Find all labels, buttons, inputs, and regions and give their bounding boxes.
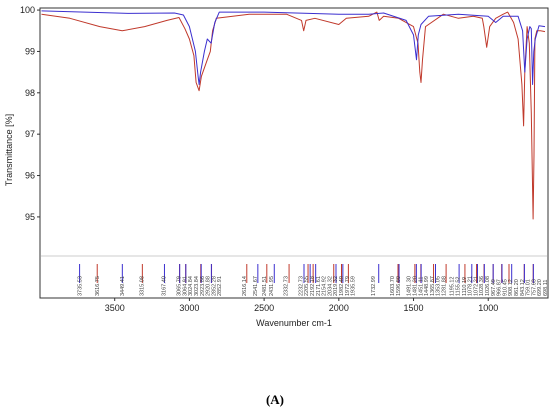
x-tick-label: 2000 (329, 303, 349, 313)
peak-label: 2019.32 (333, 276, 339, 296)
peak-label: 2481.51 (262, 276, 268, 296)
peak-label: 861.20 (514, 279, 520, 296)
y-tick-label: 96 (25, 171, 35, 181)
y-axis: 95 96 97 98 99 100 (20, 5, 40, 222)
peak-label: 908.12 (508, 279, 514, 296)
x-tick-label: 3500 (105, 303, 125, 313)
peak-label: 2205.55 (304, 276, 310, 296)
peak-label: 2232.73 (298, 276, 304, 296)
plot-area: 3735.53 3616.75 3449.41 3315.08 3167.40 3065.… (39, 7, 549, 299)
series-layer (41, 10, 546, 220)
peak-label: 1110.19 (462, 277, 468, 296)
peak-label: 2034.32 (327, 276, 333, 296)
x-tick-label: 2500 (254, 303, 274, 313)
peak-label: 1982.49 (339, 276, 345, 296)
figure-caption: (A) (265, 392, 285, 407)
peak-label: 1448.99 (424, 276, 430, 296)
y-axis-label: Transmittance [%] (4, 114, 14, 186)
peak-label: 2431.95 (269, 276, 275, 296)
peak-label: 1491.30 (407, 276, 413, 296)
peak-label: 2154.92 (322, 276, 328, 296)
peak-label: 966.87 (497, 279, 503, 296)
peak-label: 1072.21 (473, 276, 479, 296)
peak-label: 3315.08 (140, 276, 146, 296)
peak-label: 2616.14 (242, 276, 248, 296)
peak-label: 2920.88 (206, 276, 212, 296)
y-tick-label: 98 (25, 88, 35, 98)
plot-frame (39, 7, 549, 299)
peak-label: 910.45 (502, 279, 508, 296)
peak-label: 1732.99 (371, 276, 377, 296)
peak-label: 3167.40 (162, 276, 168, 296)
y-tick-label: 99 (25, 46, 35, 56)
peak-label: 2332.73 (284, 276, 290, 296)
peak-label: 3064.91 (182, 276, 188, 296)
peak-label: 1481.20 (413, 276, 419, 296)
peak-label: 3616.75 (95, 276, 101, 296)
peak-label: 2541.67 (253, 276, 259, 296)
peak-label: 759.01 (526, 279, 532, 296)
peak-label: 3735.53 (78, 276, 84, 296)
peak-label: 757.63 (531, 279, 537, 296)
peak-label: 2192.18 (310, 276, 316, 296)
x-axis-label: Wavenumber cm-1 (256, 318, 332, 328)
spectrum-line-blue (41, 10, 546, 85)
peak-label: 2852.28 (211, 276, 217, 296)
peak-label: 1935.59 (351, 276, 357, 296)
peak-label: 3065.79 (177, 276, 183, 296)
peak-label: 967.49 (491, 279, 497, 296)
peak-label: 3023.84 (194, 276, 200, 296)
peak-label: 2852.91 (217, 276, 223, 296)
peak-label: 2171.61 (316, 276, 322, 296)
x-axis: 3500 3000 2500 2000 1500 1000 (105, 298, 498, 313)
peak-label: 1603.70 (390, 276, 396, 296)
spectrum-line-red (41, 11, 546, 220)
peak-label: 1596.80 (396, 276, 402, 296)
peak-label: 1281.88 (442, 276, 448, 296)
y-tick-label: 95 (25, 212, 35, 222)
x-tick-label: 3000 (179, 303, 199, 313)
peak-label: 1972.79 (345, 276, 351, 296)
x-tick-label: 1000 (478, 303, 498, 313)
peak-label: 1195.12 (450, 277, 456, 296)
peak-label: 698.11 (543, 280, 549, 296)
peak-label: 843.12 (520, 279, 526, 296)
peak-label: 3449.41 (120, 276, 126, 296)
peak-label: 1365.87 (430, 276, 436, 296)
peak-label: 1155.52 (455, 277, 461, 296)
peak-label: 1026.08 (485, 276, 491, 296)
peak-label: 1353.05 (436, 276, 442, 296)
peak-label: 1451.11 (418, 277, 424, 296)
peak-marker-layer: 3735.53 3616.75 3449.41 3315.08 3167.40 3065.… (78, 264, 549, 296)
y-tick-label: 97 (25, 129, 35, 139)
peak-label: 699.20 (537, 279, 543, 296)
x-tick-label: 1500 (404, 303, 424, 313)
y-tick-label: 100 (20, 5, 35, 15)
peak-label: 1028.36 (479, 276, 485, 296)
peak-label: 1078.21 (468, 276, 474, 296)
peak-label: 2923.86 (200, 276, 206, 296)
peak-label: 3024.84 (188, 276, 194, 296)
